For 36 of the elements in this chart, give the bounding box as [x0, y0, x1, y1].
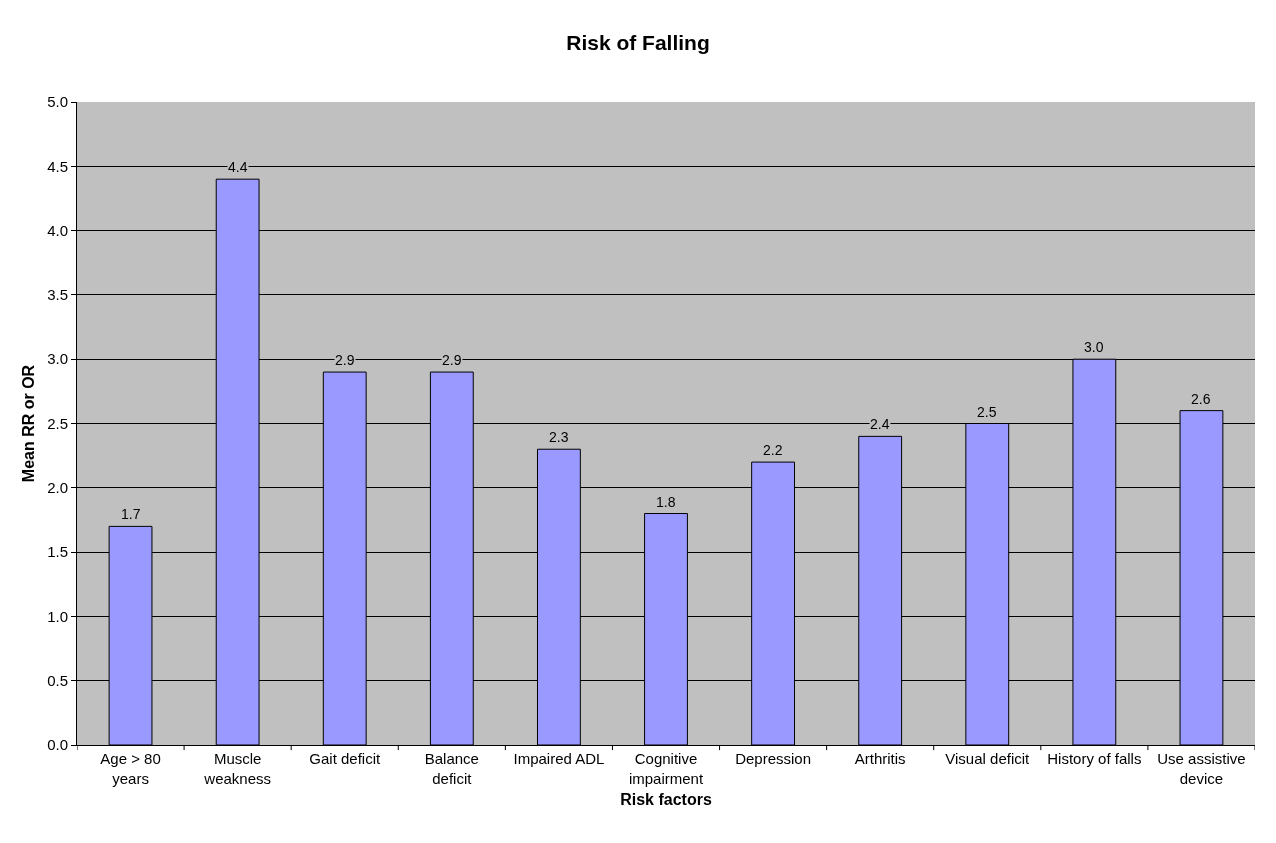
x-tick-label: Use assistive device	[1157, 750, 1246, 787]
x-tick-label: Balance deficit	[424, 750, 479, 787]
data-label: 1.7	[121, 506, 141, 522]
x-tick-label: Gait deficit	[309, 750, 381, 767]
x-tick-label: Impaired ADL	[513, 750, 605, 767]
y-tick-label: 0.5	[47, 671, 68, 689]
x-axis-title: Risk factors	[620, 791, 712, 809]
y-tick-label: 4.0	[47, 221, 68, 239]
x-tick-label: Visual deficit	[945, 750, 1031, 767]
data-label: 1.8	[656, 494, 676, 510]
y-axis-title: Mean RR or OR	[20, 364, 38, 483]
y-tick-label: 2.0	[47, 479, 68, 497]
y-tick-label: 0.0	[47, 736, 68, 754]
y-tick-label: 1.5	[47, 543, 68, 561]
data-label: 2.9	[442, 352, 462, 368]
x-tick-label: Age > 80 years	[100, 750, 161, 787]
x-tick-label: Arthritis	[854, 750, 906, 767]
y-tick-label: 2.5	[47, 414, 68, 432]
y-tick-label: 3.0	[47, 350, 68, 368]
x-tick-label: History of falls	[1047, 750, 1142, 767]
data-label: 2.6	[1191, 391, 1211, 407]
x-tick-label: Cognitive impairment	[628, 750, 704, 787]
data-label: 2.3	[549, 429, 569, 445]
x-tick-label: Depression	[735, 750, 812, 767]
y-tick-label: 3.5	[47, 286, 68, 304]
data-label: 4.4	[228, 159, 248, 175]
data-label: 2.5	[977, 404, 997, 420]
y-tick-label: 1.0	[47, 607, 68, 625]
data-label: 2.4	[870, 416, 890, 432]
data-label: 3.0	[1084, 339, 1104, 355]
data-label: 2.2	[763, 442, 783, 458]
x-tick-label: Muscle weakness	[203, 750, 271, 787]
y-tick-label: 4.5	[47, 157, 68, 175]
chart-title: Risk of Falling	[566, 30, 710, 54]
y-tick-label: 5.0	[47, 93, 68, 111]
data-label: 2.9	[335, 352, 355, 368]
